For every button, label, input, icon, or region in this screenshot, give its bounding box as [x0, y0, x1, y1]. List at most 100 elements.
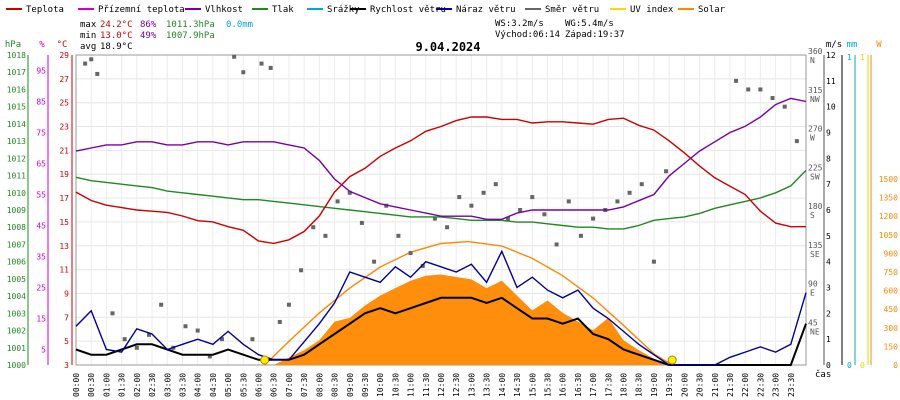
- temperature-tick-label: 7: [64, 313, 69, 322]
- x-tick-label: 00:30: [87, 373, 96, 397]
- stat-max-press: 1011.3hPa: [166, 20, 215, 30]
- x-tick-label: 15:30: [543, 373, 552, 397]
- wind-direction-point: [232, 54, 237, 59]
- series-n-raz-v-tru-line: [75, 249, 807, 366]
- x-tick-label: 09:30: [361, 373, 370, 397]
- x-tick-label: 21:30: [726, 373, 735, 397]
- wind-direction-point: [241, 70, 246, 75]
- wind-direction-point: [481, 190, 486, 195]
- stat-wind-speed: WS:3.2m/s: [495, 19, 544, 29]
- wind-direction-point: [782, 104, 787, 109]
- pressure-tick-label: 1017: [7, 68, 26, 77]
- x-tick-label: 19:00: [650, 373, 659, 397]
- wind-direction-point: [372, 259, 377, 264]
- legend: Teplota Přízemní teplota Vlhkost Tlak Srážky…: [6, 5, 726, 15]
- x-tick-label: 04:30: [209, 373, 218, 397]
- pressure-tick-label: 1009: [7, 206, 26, 215]
- temperature-tick-label: 19: [59, 170, 69, 179]
- stat-min-hum: 49%: [140, 31, 157, 41]
- humidity-tick-label: 35: [36, 253, 46, 262]
- wind-direction-point: [220, 337, 224, 342]
- temperature-tick-label: 23: [59, 123, 69, 132]
- pressure-tick-label: 1015: [7, 103, 26, 112]
- solar-tick-label: 1050: [879, 231, 898, 240]
- wind-direction-point: [493, 182, 498, 187]
- uv-tick-label: 1: [860, 53, 865, 62]
- wind-direction-point: [110, 311, 115, 316]
- legend-label: Tlak: [272, 5, 294, 15]
- stat-min-label: min: [80, 31, 96, 41]
- x-tick-label: 15:00: [528, 373, 537, 397]
- humidity-tick-label: 25: [36, 284, 46, 293]
- temperature-tick-label: 17: [59, 194, 69, 203]
- direction-tick-label: 315: [808, 86, 823, 95]
- series-vlhkost-line: [75, 97, 807, 220]
- humidity-tick-label: 95: [36, 67, 46, 76]
- stat-avg-temp: 18.9°C: [100, 42, 133, 52]
- pressure-tick-label: 1011: [7, 172, 26, 181]
- wind-direction-point: [554, 242, 559, 247]
- solar-tick-label: 600: [884, 287, 899, 296]
- x-tick-label: 20:00: [680, 373, 689, 397]
- wind-tick-label: 8: [826, 154, 831, 163]
- x-tick-label: 03:30: [178, 373, 187, 397]
- wind-direction-point: [651, 259, 656, 264]
- solar-tick-label: 900: [884, 249, 899, 258]
- pressure-tick-label: 1006: [7, 258, 26, 267]
- series-teplota-line: [75, 116, 806, 245]
- wind-tick-label: 11: [826, 77, 836, 86]
- x-tick-label: 04:00: [194, 373, 203, 397]
- wind-direction-point: [259, 61, 264, 66]
- direction-tick-label: 45: [808, 318, 818, 327]
- wind-direction-point: [746, 87, 751, 92]
- direction-name-label: SE: [810, 250, 820, 259]
- temperature-tick-label: 9: [64, 289, 69, 298]
- solar-tick-label: 450: [884, 305, 899, 314]
- wind-direction-point: [518, 208, 523, 212]
- x-tick-label: 07:30: [300, 373, 309, 397]
- wind-direction-point: [311, 225, 316, 230]
- legend-label: Náraz větru: [456, 5, 516, 15]
- uv-tick-label: 0: [860, 361, 865, 370]
- wind-direction-point: [159, 302, 164, 307]
- x-tick-label: 17:30: [604, 373, 613, 397]
- x-tick-label: 01:30: [118, 373, 127, 397]
- humidity-tick-label: 65: [36, 160, 46, 169]
- plot-area: [75, 54, 807, 366]
- x-tick-label: 17:00: [589, 373, 598, 397]
- legend-label: Vlhkost: [205, 5, 243, 15]
- legend-label: Rychlost větru: [370, 5, 446, 15]
- wind-direction-point: [530, 195, 535, 200]
- pressure-tick-label: 1016: [7, 85, 26, 94]
- direction-tick-label: 225: [808, 163, 823, 172]
- humidity-tick-label: 55: [36, 191, 46, 200]
- wind-tick-label: 10: [826, 103, 836, 112]
- series-solar-area: [273, 274, 670, 365]
- temperature-tick-label: 13: [59, 242, 69, 251]
- wind-direction-point: [183, 324, 188, 329]
- sun-marker: [667, 355, 677, 365]
- solar-tick-label: 150: [884, 342, 899, 351]
- direction-name-label: S: [810, 211, 815, 220]
- x-tick-label: 22:00: [741, 373, 750, 397]
- humidity-tick-label: 5: [41, 346, 46, 355]
- x-axis-label: čas: [815, 369, 831, 380]
- x-tick-label: 11:00: [407, 373, 416, 397]
- stat-min-press: 1007.9hPa: [166, 31, 215, 41]
- wind-direction-point: [469, 203, 474, 208]
- legend-label: Přízemní teplota: [98, 5, 185, 15]
- wind-direction-point: [299, 268, 304, 273]
- wind-direction-point: [268, 65, 273, 70]
- wind-direction-point: [147, 332, 151, 337]
- x-tick-label: 00:00: [72, 373, 81, 397]
- direction-name-label: NE: [810, 327, 820, 336]
- x-tick-label: 18:30: [635, 373, 644, 397]
- wind-direction-point: [95, 71, 100, 76]
- wind-tick-label: 3: [826, 284, 831, 293]
- x-tick-label: 21:00: [711, 373, 720, 397]
- pressure-tick-label: 1001: [7, 344, 26, 353]
- x-tick-label: 13:00: [467, 373, 476, 397]
- stat-max-temp: 24.2°C: [100, 20, 133, 30]
- x-tick-label: 16:00: [559, 373, 568, 397]
- wind-tick-label: 12: [826, 51, 836, 60]
